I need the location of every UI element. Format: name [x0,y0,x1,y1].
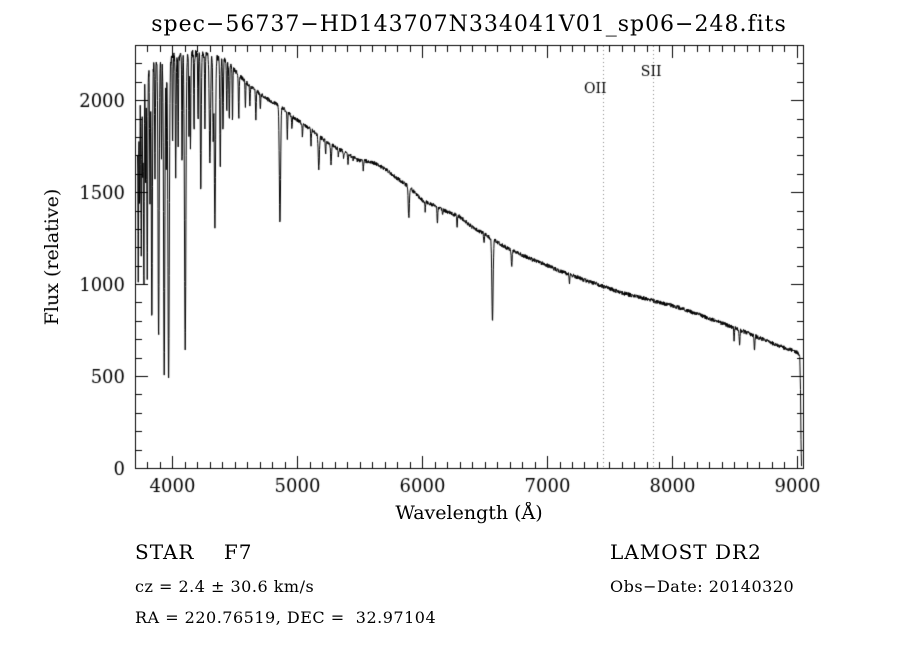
plot-title: spec−56737−HD143707N334041V01_sp06−248.f… [151,12,787,37]
obs-date: Obs−Date: 20140320 [610,577,795,596]
x-axis-label: Wavelength (Å) [395,502,543,524]
cz-value: cz = 2.4 ± 30.6 km/s [135,577,315,596]
object-class-label: STAR F7 [135,540,253,564]
coordinates: RA = 220.76519, DEC = 32.97104 [135,608,437,627]
survey-label: LAMOST DR2 [610,540,762,564]
y-axis-label: Flux (relative) [41,188,63,326]
